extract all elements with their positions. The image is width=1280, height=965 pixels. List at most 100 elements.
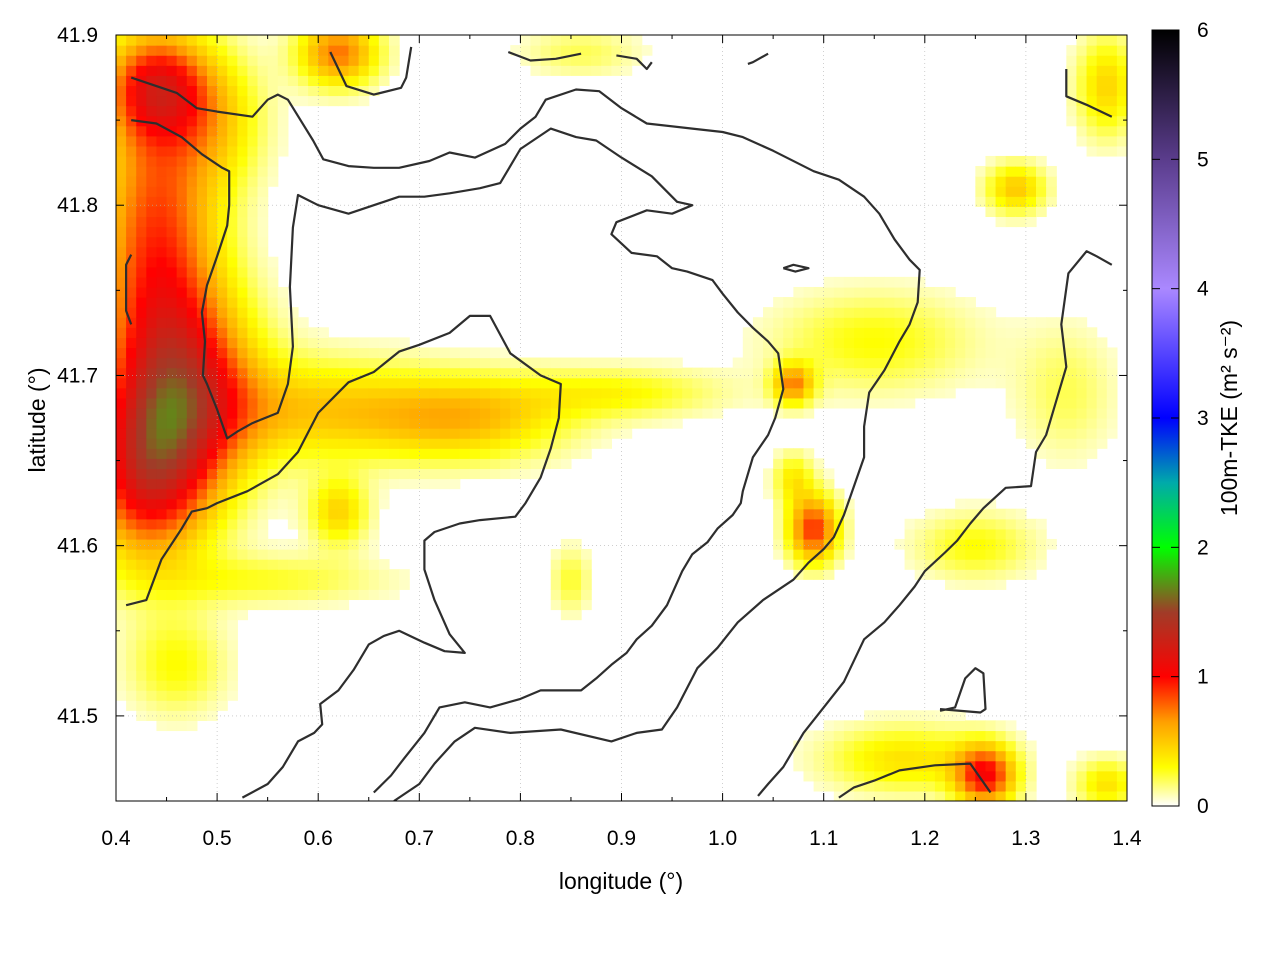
heatmap-cell <box>540 428 552 439</box>
heatmap-cell <box>227 145 238 157</box>
heatmap-cell <box>348 418 360 429</box>
heatmap-cell <box>985 579 997 590</box>
heatmap-cell <box>217 135 228 147</box>
heatmap-cell <box>560 397 572 409</box>
heatmap-cell <box>631 45 643 56</box>
heatmap-cell <box>166 337 178 349</box>
heatmap-cell <box>338 599 350 611</box>
heatmap-cell <box>176 528 188 540</box>
heatmap-cell <box>176 690 188 701</box>
heatmap-cell <box>277 115 289 127</box>
heatmap-cell <box>146 226 158 238</box>
heatmap-cell <box>833 780 845 792</box>
heatmap-cell <box>843 790 855 801</box>
heatmap-cell <box>257 428 269 439</box>
heatmap-cell <box>985 569 997 580</box>
heatmap-cell <box>449 377 461 389</box>
heatmap-cell <box>823 498 835 510</box>
heatmap-cell <box>146 337 158 349</box>
heatmap-cell <box>388 478 400 490</box>
heatmap-cell <box>116 428 127 439</box>
heatmap-cell <box>196 498 208 510</box>
heatmap-cell <box>1025 367 1037 379</box>
heatmap-cell <box>833 538 845 550</box>
heatmap-cell <box>672 397 683 409</box>
heatmap-cell <box>196 609 208 621</box>
heatmap-cell <box>277 135 289 147</box>
heatmap-cell <box>388 418 400 429</box>
heatmap-cell <box>196 45 208 56</box>
heatmap-cell <box>1086 367 1098 379</box>
heatmap-cell <box>955 327 966 338</box>
heatmap-cell <box>490 357 501 369</box>
heatmap-cell <box>469 377 481 389</box>
heatmap-cell <box>116 559 127 570</box>
heatmap-cell <box>934 357 946 369</box>
heatmap-cell <box>469 357 481 369</box>
heatmap-cell <box>126 276 137 288</box>
heatmap-cell <box>247 589 259 601</box>
heatmap-cell <box>570 438 582 449</box>
heatmap-cell <box>156 669 168 681</box>
heatmap-cell <box>196 488 208 500</box>
heatmap-cell <box>1076 357 1088 369</box>
heatmap-cell <box>854 297 865 308</box>
heatmap-cell <box>783 407 794 419</box>
heatmap-cell <box>621 418 633 429</box>
heatmap-cell <box>874 337 885 349</box>
heatmap-cell <box>1005 357 1017 369</box>
heatmap-cell <box>237 297 249 308</box>
heatmap-cell <box>813 468 825 480</box>
heatmap-cell <box>1036 206 1047 218</box>
heatmap-cell <box>550 55 562 66</box>
heatmap-cell <box>611 397 623 409</box>
heatmap-cell <box>156 45 168 56</box>
heatmap-cell <box>358 518 370 530</box>
heatmap-cell <box>793 286 805 298</box>
heatmap-cell <box>146 488 158 500</box>
heatmap-cell <box>1096 418 1108 429</box>
heatmap-cell <box>924 790 936 801</box>
heatmap-cell <box>884 730 896 742</box>
heatmap-cell <box>1086 337 1098 349</box>
heatmap-cell <box>803 538 815 550</box>
heatmap-cell <box>550 549 562 560</box>
heatmap-cell <box>1036 549 1047 560</box>
heatmap-cell <box>1025 357 1037 369</box>
heatmap-cell <box>116 75 127 86</box>
heatmap-cell <box>217 659 228 671</box>
heatmap-cell <box>854 357 865 369</box>
heatmap-cell <box>217 428 228 439</box>
heatmap-cell <box>490 407 501 419</box>
heatmap-cell <box>945 780 956 792</box>
heatmap-cell <box>348 468 360 480</box>
heatmap-cell <box>318 559 329 570</box>
heatmap-cell <box>914 347 926 359</box>
heatmap-cell <box>247 468 259 480</box>
heatmap-cell <box>217 498 228 510</box>
heatmap-cell <box>156 418 168 429</box>
heatmap-cell <box>399 337 410 349</box>
heatmap-cell <box>894 307 906 318</box>
heatmap-cell <box>813 569 825 580</box>
heatmap-cell <box>1096 790 1108 801</box>
heatmap-cell <box>176 478 188 490</box>
heatmap-cell <box>712 377 724 389</box>
heatmap-cell <box>449 387 461 399</box>
heatmap-cell <box>581 428 592 439</box>
heatmap-cell <box>206 589 218 601</box>
heatmap-cell <box>833 347 845 359</box>
heatmap-cell <box>995 206 1007 218</box>
heatmap-cell <box>570 377 582 389</box>
heatmap-cell <box>611 367 623 379</box>
heatmap-cell <box>955 347 966 359</box>
heatmap-cell <box>833 367 845 379</box>
heatmap-cell <box>196 115 208 127</box>
heatmap-cell <box>116 357 127 369</box>
heatmap-cell <box>368 458 380 469</box>
heatmap-cell <box>267 569 279 580</box>
heatmap-cell <box>864 317 875 328</box>
heatmap-cell <box>146 680 158 691</box>
heatmap-cell <box>388 347 400 359</box>
heatmap-cell <box>742 357 754 369</box>
